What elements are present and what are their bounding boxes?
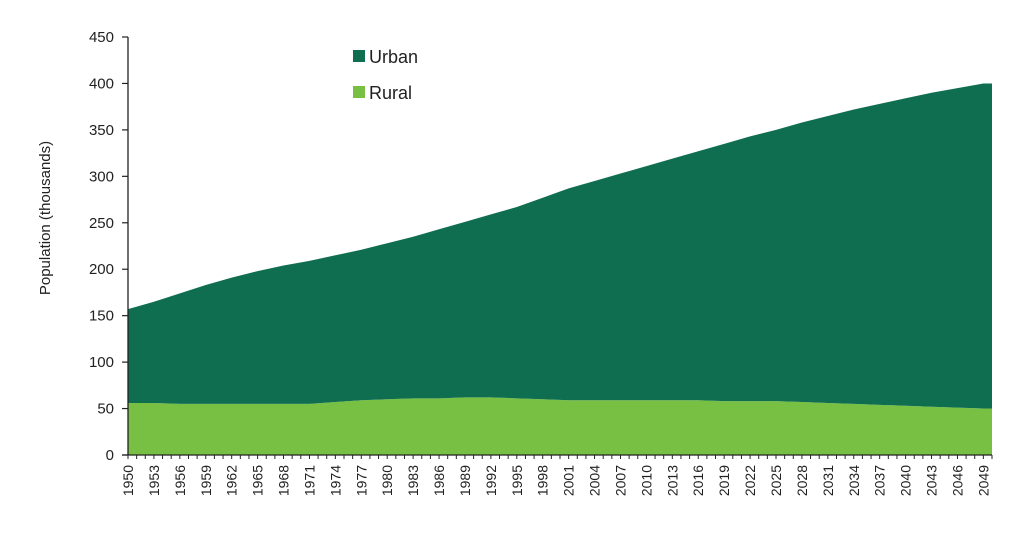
x-tick-label: 1980: [379, 465, 395, 496]
x-tick-label: 2037: [872, 465, 888, 496]
area-urban: [128, 83, 992, 409]
x-tick-label: 2019: [716, 465, 732, 496]
x-tick-label: 1986: [431, 465, 447, 496]
y-tick-label: 100: [89, 354, 114, 371]
x-tick-label: 2016: [690, 465, 706, 496]
x-tick-label: 1959: [198, 465, 214, 496]
x-tick-label: 1992: [483, 465, 499, 496]
x-tick-label: 2001: [561, 465, 577, 496]
x-tick-label: 1971: [301, 465, 317, 496]
x-tick-label: 2013: [664, 465, 680, 496]
y-tick-label: 200: [89, 261, 114, 278]
x-tick-label: 2043: [924, 465, 940, 496]
legend-swatch-rural: [353, 86, 365, 98]
x-tick-label: 1974: [327, 465, 343, 496]
x-tick-label: 2034: [846, 465, 862, 496]
axes: 0 50 100 150 200 250 300 350 400 450 1950 1953 1956 1…: [89, 29, 993, 496]
x-tick-label: 1968: [276, 465, 292, 496]
x-tick-label: 2022: [742, 465, 758, 496]
x-tick-label: 1983: [405, 465, 421, 496]
y-tick-label: 300: [89, 168, 114, 185]
x-tick-label: 2028: [794, 465, 810, 496]
legend-swatch-urban: [353, 50, 365, 62]
x-tick-label: 2040: [898, 465, 914, 496]
x-tick-label: 1956: [172, 465, 188, 496]
x-tick-label: 1962: [224, 465, 240, 496]
y-tick-label: 450: [89, 29, 114, 46]
x-tick-label: 2049: [975, 465, 991, 496]
legend-label-urban: Urban: [369, 47, 418, 67]
x-tick-label: 2025: [768, 465, 784, 496]
y-tick-label: 150: [89, 308, 114, 325]
y-tick-label: 50: [97, 401, 114, 418]
y-tick-label: 400: [89, 75, 114, 92]
x-tick-label: 2031: [820, 465, 836, 496]
x-tick-label: 2046: [949, 465, 965, 496]
x-tick-label: 1950: [120, 465, 136, 496]
x-tick-label: 1998: [535, 465, 551, 496]
x-tick-label: 2007: [612, 465, 628, 496]
x-tick-label: 2004: [587, 465, 603, 496]
areas: [128, 83, 992, 455]
x-tick-label: 1977: [353, 465, 369, 496]
y-tick-label: 0: [106, 447, 114, 464]
area-rural: [128, 397, 992, 455]
x-tick-label: 2010: [638, 465, 654, 496]
x-tick-label: 1953: [146, 465, 162, 496]
y-tick-label: 350: [89, 122, 114, 139]
x-tick-label: 1989: [457, 465, 473, 496]
legend-label-rural: Rural: [369, 83, 412, 103]
x-tick-label: 1965: [250, 465, 266, 496]
legend: Urban Rural: [353, 47, 418, 103]
y-axis-label: Population (thousands): [37, 141, 54, 295]
y-tick-label: 250: [89, 215, 114, 232]
x-tick-label: 1995: [509, 465, 525, 496]
